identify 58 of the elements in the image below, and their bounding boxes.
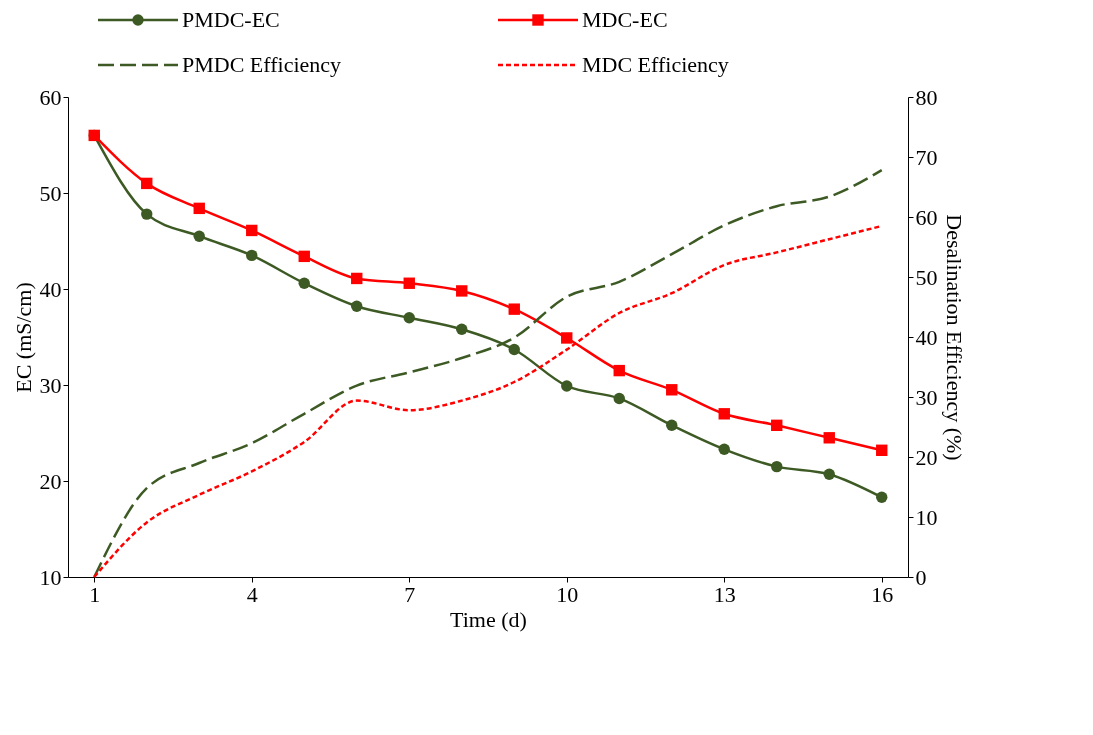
y2-tick-label: 70 <box>915 144 938 170</box>
y2-tick-label: 80 <box>915 84 938 110</box>
y-tick-label: 20 <box>39 468 62 494</box>
y2-tick-label: 10 <box>915 504 938 530</box>
x-tick-label: 7 <box>404 581 416 607</box>
point <box>771 419 783 432</box>
x-tick-label: 13 <box>713 581 736 607</box>
legend-label: MDC Efficiency <box>582 52 729 77</box>
y2-tick-label: 20 <box>915 444 938 470</box>
y-tick-label: 60 <box>39 84 62 110</box>
point <box>718 408 730 420</box>
point <box>246 224 258 237</box>
y-tick-label: 10 <box>39 564 62 590</box>
legend-label: MDC-EC <box>582 7 668 32</box>
point <box>141 177 153 190</box>
x-axis-title: Time (d) <box>450 606 527 632</box>
point <box>141 208 153 220</box>
y2-tick-label: 40 <box>915 324 938 350</box>
point <box>193 230 205 242</box>
x-tick-label: 1 <box>89 581 101 607</box>
point <box>823 432 835 444</box>
point <box>718 443 730 456</box>
x-tick-label: 10 <box>556 581 579 607</box>
y2-tick-label: 0 <box>915 564 927 590</box>
point <box>561 332 573 344</box>
x-tick-label: 4 <box>246 581 258 607</box>
point <box>246 249 258 262</box>
point <box>613 392 625 405</box>
y-tick-label: 50 <box>39 180 62 206</box>
y-axis-title: EC (mS/cm) <box>10 282 36 393</box>
point <box>351 272 363 285</box>
y-tick-label: 30 <box>39 372 62 398</box>
point <box>876 444 888 456</box>
point <box>561 380 573 392</box>
y2-tick-label: 50 <box>915 264 938 290</box>
y2-axis-title: Desalination Efficiency (%) <box>941 214 967 461</box>
legend-label: PMDC-EC <box>182 7 280 32</box>
point <box>508 303 520 315</box>
point <box>508 343 520 356</box>
point <box>771 460 783 473</box>
point <box>666 419 678 432</box>
y2-tick-label: 60 <box>915 204 938 230</box>
point <box>403 277 415 289</box>
point <box>351 300 363 312</box>
y-tick-label: 40 <box>39 276 62 302</box>
legend-label: PMDC Efficiency <box>182 52 342 77</box>
point <box>298 250 310 263</box>
y2-tick-label: 30 <box>915 384 938 410</box>
point <box>456 323 468 336</box>
point <box>823 468 835 480</box>
point <box>456 285 468 297</box>
point <box>613 364 625 377</box>
point <box>298 277 310 289</box>
point <box>666 384 678 396</box>
x-tick-label: 16 <box>871 581 894 607</box>
point <box>876 491 888 504</box>
point <box>193 202 205 215</box>
point <box>403 312 415 324</box>
